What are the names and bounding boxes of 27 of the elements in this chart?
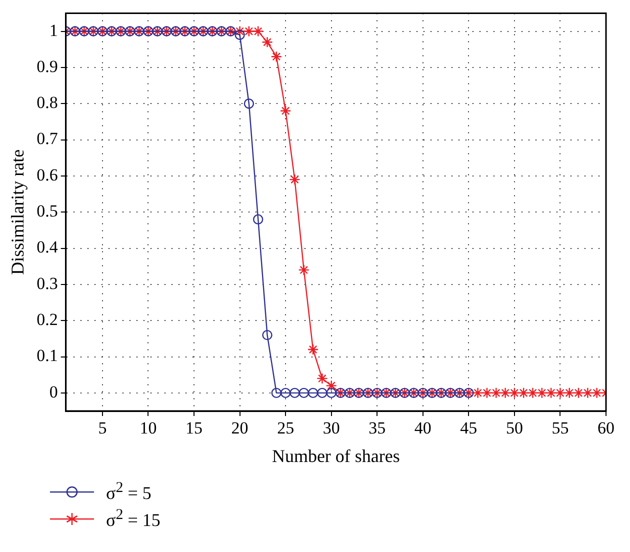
y-tick-label: 1 bbox=[49, 20, 58, 40]
x-tick-label: 20 bbox=[231, 418, 248, 438]
x-tick-label: 30 bbox=[322, 418, 340, 438]
y-tick-label: 0.9 bbox=[36, 56, 58, 76]
x-tick-label: 10 bbox=[140, 418, 157, 438]
legend-label: σ$^{2}$ = 15 bbox=[106, 506, 160, 530]
x-axis-title: Number of shares bbox=[272, 446, 400, 466]
x-tick-label: 45 bbox=[460, 418, 478, 438]
y-tick-label: 0.1 bbox=[36, 346, 58, 366]
x-tick-label: 25 bbox=[277, 418, 294, 438]
y-tick-label: 0.3 bbox=[36, 274, 58, 293]
x-tick-label: 60 bbox=[598, 418, 614, 438]
legend-label: σ$^{2}$ = 5 bbox=[106, 480, 152, 504]
x-tick-label: 5 bbox=[98, 418, 107, 438]
y-tick-label: 0.7 bbox=[36, 129, 58, 148]
y-tick-label: 0 bbox=[49, 382, 58, 402]
x-tick-label: 35 bbox=[368, 418, 386, 438]
y-tick-label: 0.2 bbox=[36, 310, 58, 330]
x-tick-label: 40 bbox=[414, 418, 432, 438]
x-tick-label: 55 bbox=[552, 418, 569, 438]
y-axis-title: Dissimilarity rate bbox=[8, 149, 28, 275]
y-tick-label: 0.6 bbox=[36, 165, 58, 184]
x-tick-label: 50 bbox=[506, 418, 523, 438]
y-tick-label: 0.5 bbox=[36, 202, 58, 221]
y-tick-label: 0.8 bbox=[36, 93, 58, 112]
x-tick-label: 15 bbox=[186, 418, 203, 438]
y-tick-label: 0.4 bbox=[36, 238, 58, 257]
